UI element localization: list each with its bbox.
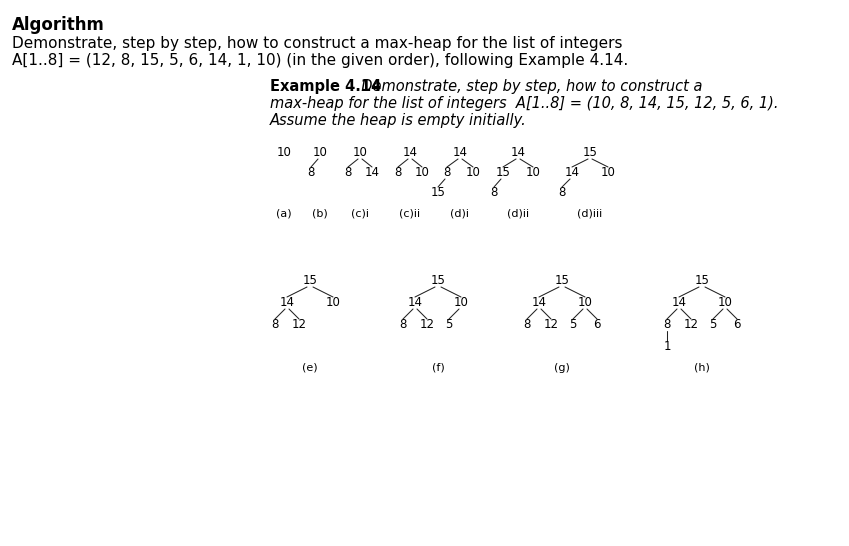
Text: 12: 12 [683, 318, 699, 331]
Text: 14: 14 [531, 296, 547, 310]
Text: 8: 8 [663, 318, 671, 331]
Text: 15: 15 [430, 275, 446, 288]
Text: (c)ii: (c)ii [399, 209, 420, 219]
Text: Assume the heap is empty initially.: Assume the heap is empty initially. [270, 113, 526, 128]
Text: 10: 10 [352, 146, 368, 159]
Text: 10: 10 [577, 296, 593, 310]
Text: 12: 12 [543, 318, 559, 331]
Text: 10: 10 [453, 296, 469, 310]
Text: (d)ii: (d)ii [507, 209, 529, 219]
Text: Algorithm: Algorithm [12, 16, 105, 34]
Text: (g): (g) [554, 363, 570, 373]
Text: 6: 6 [593, 318, 601, 331]
Text: 8: 8 [399, 318, 407, 331]
Text: 15: 15 [302, 275, 318, 288]
Text: Demonstrate, step by step, how to construct a: Demonstrate, step by step, how to constr… [352, 79, 702, 94]
Text: 10: 10 [414, 167, 430, 180]
Text: 5: 5 [446, 318, 453, 331]
Text: (f): (f) [431, 363, 444, 373]
Text: 15: 15 [430, 187, 446, 199]
Text: 5: 5 [570, 318, 576, 331]
Text: 15: 15 [496, 167, 510, 180]
Text: 8: 8 [523, 318, 531, 331]
Text: 8: 8 [491, 187, 498, 199]
Text: Example 4.14: Example 4.14 [270, 79, 381, 94]
Text: 10: 10 [600, 167, 616, 180]
Text: 6: 6 [734, 318, 740, 331]
Text: 10: 10 [277, 146, 291, 159]
Text: 14: 14 [279, 296, 295, 310]
Text: 8: 8 [272, 318, 278, 331]
Text: (b): (b) [312, 209, 328, 219]
Text: 8: 8 [307, 167, 315, 180]
Text: 14: 14 [364, 167, 380, 180]
Text: 14: 14 [408, 296, 423, 310]
Text: 14: 14 [565, 167, 580, 180]
Text: 14: 14 [510, 146, 526, 159]
Text: 8: 8 [345, 167, 351, 180]
Text: 8: 8 [394, 167, 402, 180]
Text: 10: 10 [312, 146, 328, 159]
Text: 15: 15 [582, 146, 598, 159]
Text: 10: 10 [325, 296, 340, 310]
Text: 8: 8 [559, 187, 565, 199]
Text: 12: 12 [419, 318, 435, 331]
Text: 12: 12 [291, 318, 306, 331]
Text: 14: 14 [402, 146, 418, 159]
Text: 14: 14 [672, 296, 687, 310]
Text: (e): (e) [302, 363, 318, 373]
Text: 1: 1 [663, 341, 671, 353]
Text: 8: 8 [443, 167, 451, 180]
Text: 10: 10 [526, 167, 541, 180]
Text: (d)iii: (d)iii [577, 209, 603, 219]
Text: 10: 10 [717, 296, 733, 310]
Text: A[1..8] = (12, 8, 15, 5, 6, 14, 1, 10) (in the given order), following Example 4: A[1..8] = (12, 8, 15, 5, 6, 14, 1, 10) (… [12, 53, 628, 68]
Text: Demonstrate, step by step, how to construct a max-heap for the list of integers: Demonstrate, step by step, how to constr… [12, 36, 622, 51]
Text: (d)i: (d)i [451, 209, 469, 219]
Text: max-heap for the list of integers  A[1..8] = (10, 8, 14, 15, 12, 5, 6, 1).: max-heap for the list of integers A[1..8… [270, 96, 779, 111]
Text: 5: 5 [709, 318, 717, 331]
Text: 10: 10 [465, 167, 481, 180]
Text: (a): (a) [276, 209, 292, 219]
Text: 15: 15 [554, 275, 570, 288]
Text: (h): (h) [694, 363, 710, 373]
Text: 15: 15 [694, 275, 710, 288]
Text: (c)i: (c)i [351, 209, 369, 219]
Text: 14: 14 [453, 146, 468, 159]
